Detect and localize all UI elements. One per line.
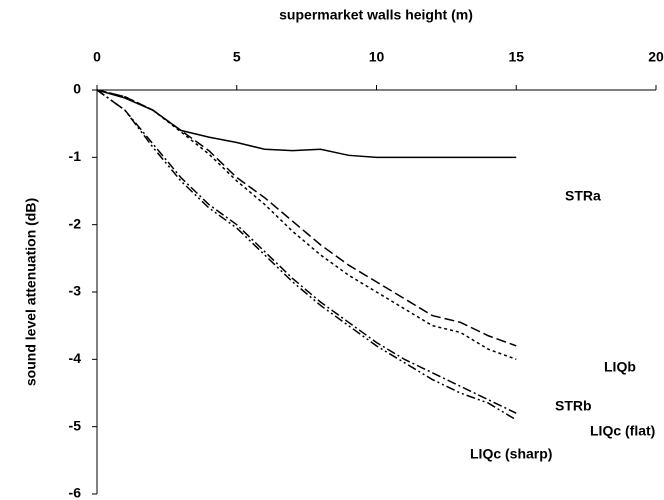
line-series xyxy=(96,89,517,159)
x-tick-label: 5 xyxy=(233,49,241,65)
line-series xyxy=(96,89,517,421)
x-tick-label: 0 xyxy=(93,49,101,65)
series-label: LIQb xyxy=(604,359,636,375)
x-tick-label: 20 xyxy=(648,49,664,65)
y-tick-label: -5 xyxy=(69,417,82,433)
line-series xyxy=(96,89,517,414)
series-label: LIQc (flat) xyxy=(590,423,655,439)
y-tick-label: -3 xyxy=(69,283,82,299)
series-label: LIQc (sharp) xyxy=(470,446,552,462)
x-axis-label: supermarket walls height (m) xyxy=(279,7,473,23)
y-tick-label: -4 xyxy=(69,350,82,366)
y-tick-label: -6 xyxy=(69,485,82,500)
line-series xyxy=(96,89,517,361)
series-label: STRb xyxy=(555,398,592,414)
y-tick-label: -2 xyxy=(69,215,82,231)
series-label: STRa xyxy=(565,188,601,204)
y-tick-label: -1 xyxy=(69,148,82,164)
line-series xyxy=(96,89,517,347)
y-axis-label: sound level attenuation (dB) xyxy=(23,198,39,386)
x-tick-label: 15 xyxy=(508,49,524,65)
x-tick-label: 10 xyxy=(369,49,385,65)
y-tick-label: 0 xyxy=(73,81,81,97)
